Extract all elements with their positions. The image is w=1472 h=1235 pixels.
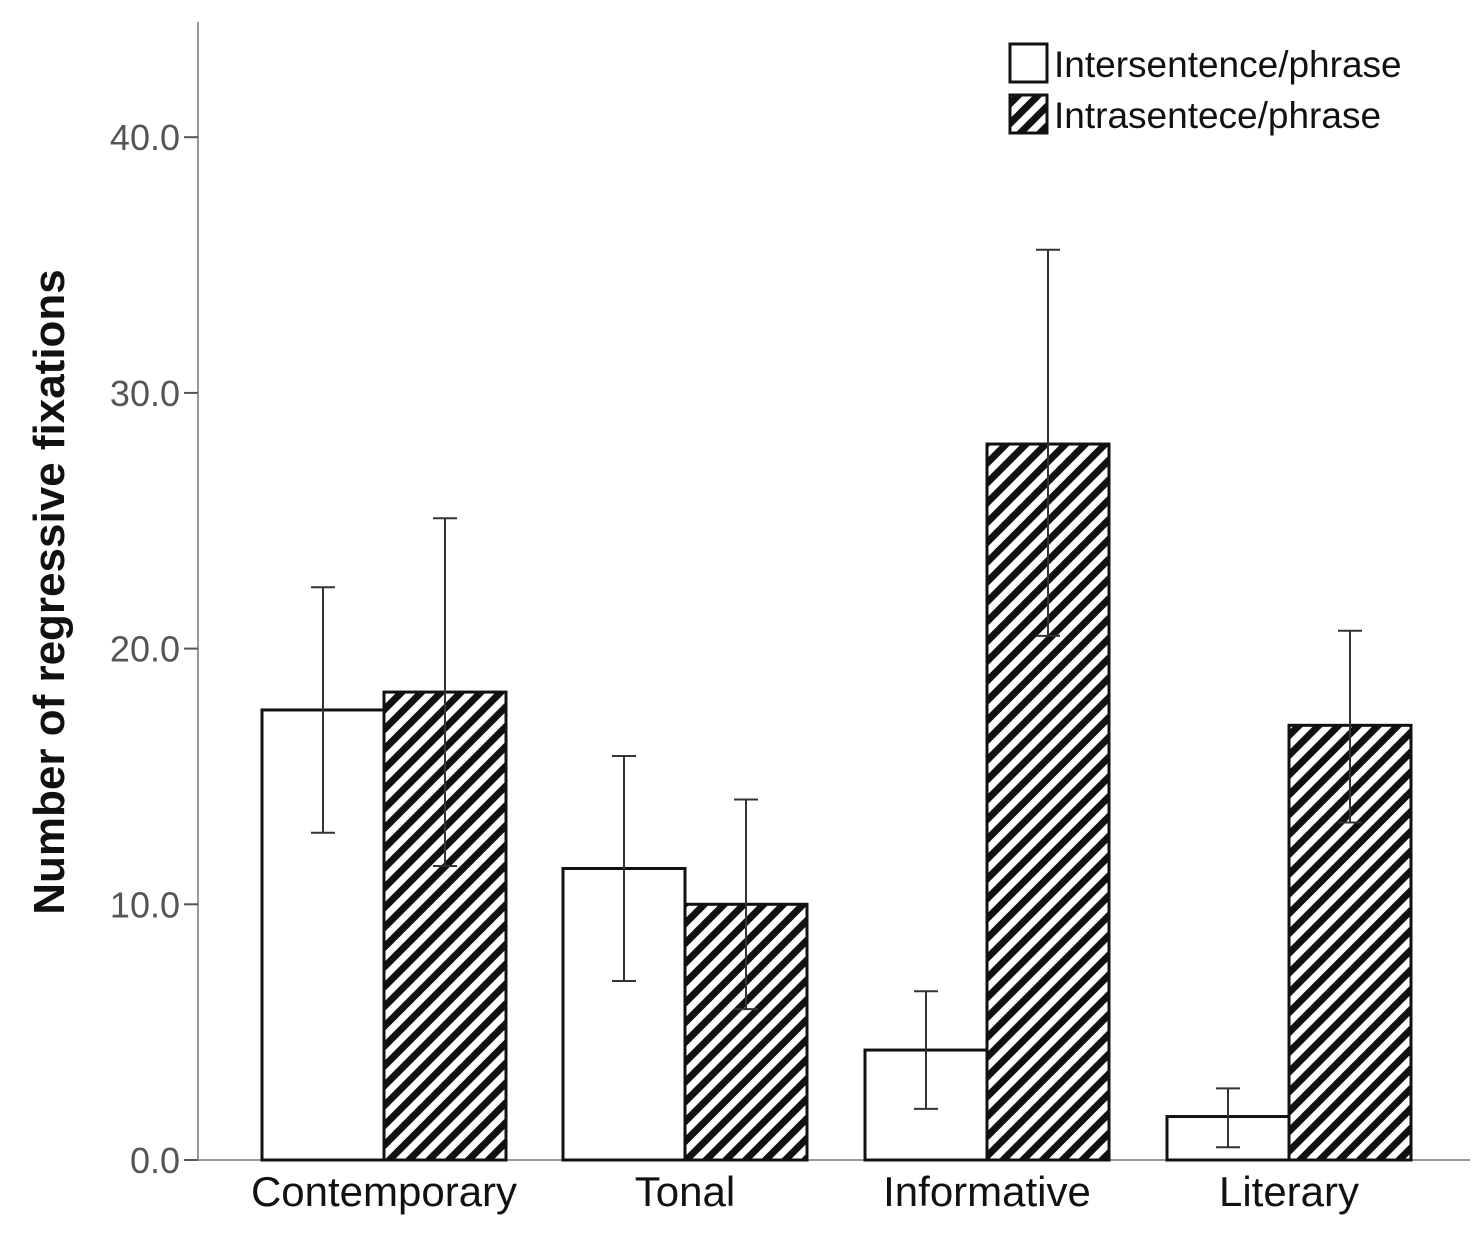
y-tick-label: 30.0	[110, 373, 180, 414]
legend-label-intrasentence: Intrasentece/phrase	[1054, 95, 1381, 136]
legend-swatch-intersentence	[1008, 42, 1049, 84]
bars	[260, 442, 1413, 1162]
legend-label-intersentence: Intersentence/phrase	[1054, 44, 1402, 85]
legend-swatch-intrasentence	[1008, 93, 1049, 135]
legend: Intersentence/phrase Intrasentece/phrase	[1008, 42, 1402, 136]
y-tick-label: 20.0	[110, 629, 180, 670]
x-tick-label-contemporary: Contemporary	[251, 1168, 517, 1215]
y-tick-label: 40.0	[110, 117, 180, 158]
bar-literary-intrasentence	[1287, 723, 1413, 1162]
x-tick-label-informative: Informative	[883, 1168, 1091, 1215]
x-tick-label-tonal: Tonal	[635, 1168, 735, 1215]
y-tick-label: 10.0	[110, 884, 180, 925]
y-axis-title: Number of regressive fixations	[25, 269, 74, 915]
labels: 0.0 10.0 20.0 30.0 40.0 Number of regressive …	[25, 117, 1359, 1215]
y-tick-label: 0.0	[130, 1140, 180, 1181]
x-tick-label-literary: Literary	[1219, 1168, 1359, 1215]
error-bars	[311, 248, 1362, 1149]
